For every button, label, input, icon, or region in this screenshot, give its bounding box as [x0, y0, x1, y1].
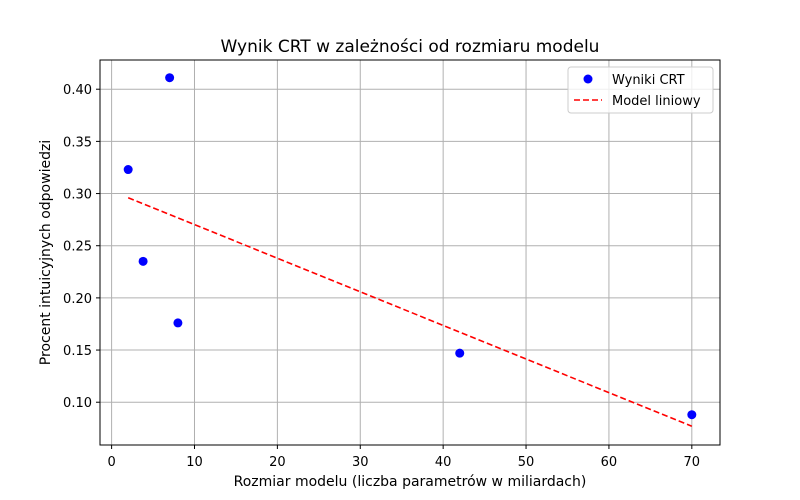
y-tick-label: 0.25	[63, 240, 92, 255]
x-tick-label: 0	[107, 455, 115, 470]
data-point	[165, 73, 175, 83]
fit-line-layer	[127, 196, 693, 427]
y-tick-label: 0.15	[63, 344, 92, 359]
x-tick-label: 40	[435, 455, 452, 470]
legend-label-line: Model liniowy	[612, 94, 701, 109]
legend: Wyniki CRT Model liniowy	[567, 66, 714, 114]
y-tick-label: 0.10	[63, 396, 92, 411]
x-tick-label: 30	[352, 455, 369, 470]
y-tick-label: 0.40	[63, 83, 92, 98]
data-point	[687, 410, 697, 420]
y-tick-label: 0.35	[63, 135, 92, 150]
legend-marker-scatter	[583, 74, 593, 84]
grid	[100, 60, 720, 445]
x-tick-label: 20	[269, 455, 286, 470]
data-point	[138, 256, 148, 266]
legend-label-scatter: Wyniki CRT	[612, 73, 685, 88]
legend-box	[567, 66, 714, 114]
y-axis: 0.10 0.15 0.20 0.25 0.30 0.35 0.40	[63, 83, 100, 411]
x-axis-label: Rozmiar modelu (liczba parametrów w mili…	[234, 474, 587, 490]
y-tick-label: 0.30	[63, 188, 92, 203]
chart-title: Wynik CRT w zależności od rozmiaru model…	[221, 37, 600, 57]
x-tick-label: 70	[684, 455, 701, 470]
data-point	[455, 348, 465, 358]
x-tick-label: 10	[186, 455, 203, 470]
data-point	[123, 165, 133, 175]
y-tick-label: 0.20	[63, 292, 92, 307]
plot-frame	[99, 59, 721, 446]
x-tick-label: 60	[601, 455, 618, 470]
x-tick-label: 50	[518, 455, 535, 470]
y-axis-label: Procent intuicyjnych odpowiedzi	[38, 140, 54, 365]
x-axis: 0 10 20 30 40 50 60 70	[107, 445, 700, 470]
data-point	[173, 318, 183, 328]
scatter-points	[123, 73, 697, 420]
fit-line	[127, 196, 693, 427]
